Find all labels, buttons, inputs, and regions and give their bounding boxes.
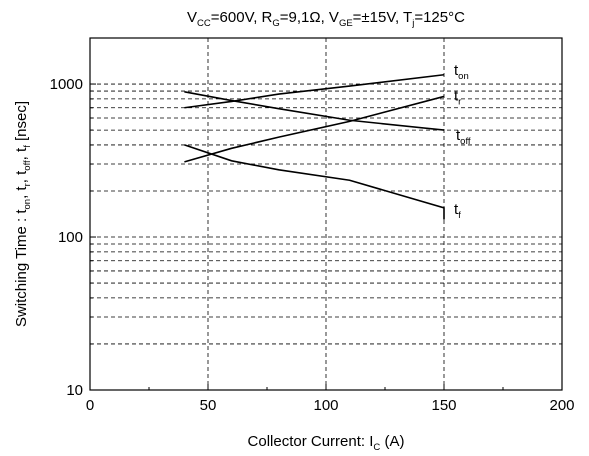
series-label-t-on: ton [454,62,469,82]
y-tick-labels: 10 100 1000 [50,76,83,399]
y-tick-label: 100 [58,229,83,246]
series-label-t-f: tf [454,201,461,221]
series-line-t-r [184,95,445,163]
grid-lines [90,38,562,390]
y-tick-label: 10 [66,382,83,399]
y-tick-label: 1000 [50,76,83,93]
y-axis-label: Switching Time : ton, tr, toff, tf [nsec… [13,101,33,327]
series-line-t-off [184,91,445,131]
series-lines [184,73,445,220]
x-axis-label: Collector Current: IC (A) [248,433,405,453]
x-tick-label: 200 [549,397,574,414]
series-labels: ton tr toff tf [454,62,471,221]
series-label-t-off: toff [456,127,471,147]
chart-title: VCC=600V, RG=9,1Ω, VGE=±15V, Tj=125°C [187,9,465,29]
x-tick-label: 150 [431,397,456,414]
x-tick-label: 50 [200,397,217,414]
x-tick-label: 100 [313,397,338,414]
x-tick-label: 0 [86,397,94,414]
axis-ticks [89,37,563,391]
x-tick-labels: 0 50 100 150 200 [86,397,575,414]
series-line-t-on [184,73,445,109]
series-label-t-r: tr [454,87,461,107]
series-line-t-f [184,144,445,220]
